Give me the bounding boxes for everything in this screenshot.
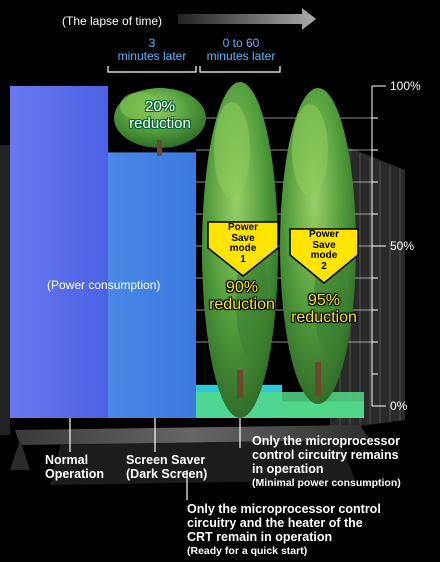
- reduction-mode-2: 95% reduction: [291, 292, 357, 326]
- bar-normal-operation: [10, 86, 108, 418]
- badge-1-text: Power Save mode 1: [227, 222, 258, 265]
- interval-brackets: [107, 66, 281, 73]
- time-arrow-icon: [178, 8, 316, 30]
- caption-connectors: [69, 418, 241, 500]
- tick-0: 0%: [390, 399, 408, 413]
- small-tree-icon: [114, 88, 206, 156]
- reduction-mode-1: 90% reduction: [209, 279, 275, 313]
- power-save-badge-2: [289, 228, 359, 284]
- caption-power-save-mode-2: Only the microprocessor control circuitr…: [252, 434, 401, 489]
- tick-50: 50%: [390, 239, 415, 253]
- caption-normal-operation: Normal Operation: [45, 453, 105, 481]
- caption-power-save-mode-1: Only the microprocessor control circuitr…: [187, 502, 381, 557]
- interval-label-2: 0 to 60 minutes later: [206, 36, 276, 63]
- caption-screen-saver: Screen Saver (Dark Screen): [126, 453, 208, 481]
- power-save-badge-1: [207, 221, 279, 277]
- monitor-illustration: [0, 140, 405, 485]
- power-consumption-label: (Power consumption): [47, 278, 161, 292]
- tick-100: 100%: [390, 79, 421, 93]
- reduction-screen-saver: 20% reduction: [129, 98, 191, 132]
- interval-label-1: 3 minutes later: [117, 36, 187, 63]
- bar-screen-saver: [108, 152, 196, 418]
- time-lapse-title: (The lapse of time): [62, 14, 163, 28]
- badge-2-text: Power Save mode 2: [308, 229, 339, 272]
